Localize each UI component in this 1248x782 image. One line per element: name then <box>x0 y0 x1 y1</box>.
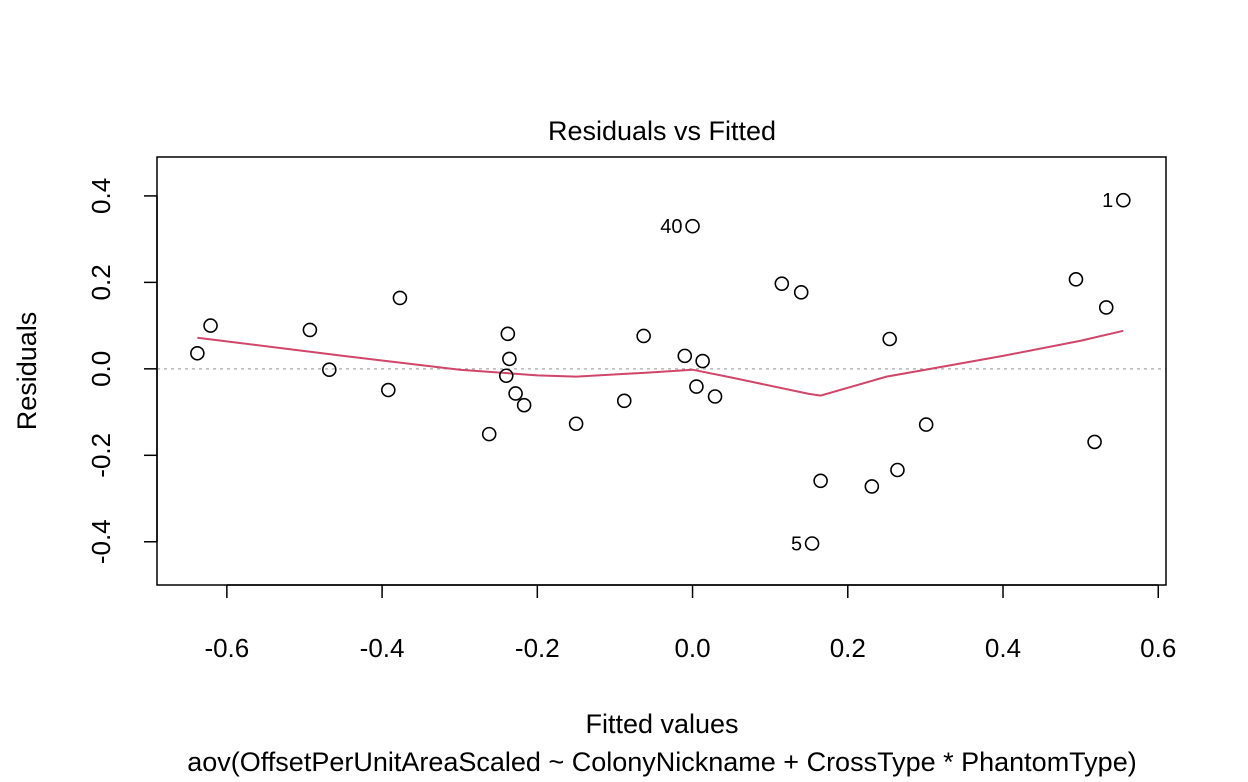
data-point <box>890 462 905 478</box>
chart-subtitle: aov(OffsetPerUnitAreaScaled ~ ColonyNick… <box>187 747 1136 777</box>
data-point <box>302 322 318 338</box>
y-tick-label: -0.2 <box>86 433 116 478</box>
data-point <box>882 331 897 347</box>
chart-title: Residuals vs Fitted <box>548 116 776 146</box>
data-point <box>918 417 934 432</box>
data-point <box>516 397 532 413</box>
x-tick-label: 0.6 <box>1140 633 1176 663</box>
point-label: 1 <box>1102 190 1113 212</box>
data-point <box>636 328 651 344</box>
data-point <box>774 276 790 291</box>
data-point <box>481 426 497 442</box>
x-axis: -0.6 -0.4 -0.2 0.0 0.2 0.4 0.6 <box>204 584 1176 663</box>
data-point <box>1116 192 1131 208</box>
data-point <box>804 536 820 551</box>
data-point <box>685 218 700 234</box>
data-point <box>1098 300 1114 315</box>
data-point <box>508 386 523 401</box>
data-point <box>190 345 205 361</box>
x-tick-label: 0.0 <box>674 633 710 663</box>
data-point <box>498 368 514 384</box>
data-point <box>864 479 880 494</box>
point-label: 5 <box>791 533 802 555</box>
y-tick-label: -0.4 <box>86 519 116 564</box>
data-point <box>380 382 396 398</box>
data-point <box>568 416 584 432</box>
data-point <box>677 348 693 364</box>
data-point <box>500 326 516 342</box>
data-point <box>392 290 408 306</box>
data-point <box>793 285 809 300</box>
data-point <box>203 318 218 333</box>
x-tick-label: -0.6 <box>204 633 249 663</box>
x-tick-label: 0.4 <box>985 633 1021 663</box>
x-tick-label: -0.4 <box>360 633 405 663</box>
data-point <box>502 351 517 367</box>
point-label: 40 <box>660 216 682 238</box>
smooth-trend-line <box>197 329 1124 397</box>
y-axis: -0.4 -0.2 0.0 0.2 0.4 <box>86 178 158 564</box>
x-tick-label: 0.2 <box>830 633 866 663</box>
data-point <box>1068 272 1084 287</box>
data-point <box>1087 434 1102 450</box>
data-point <box>695 353 710 369</box>
data-point <box>689 379 704 394</box>
x-tick-label: -0.2 <box>515 633 560 663</box>
data-point <box>616 393 632 409</box>
y-tick-label: 0.4 <box>86 178 116 214</box>
points-layer: 40 5 1 <box>190 190 1131 555</box>
y-axis-label: Residuals <box>12 312 42 431</box>
data-point <box>813 473 828 489</box>
y-tick-label: 0.0 <box>86 351 116 387</box>
plot-frame <box>156 156 1167 586</box>
data-point <box>322 362 337 378</box>
y-tick-label: 0.2 <box>86 264 116 300</box>
data-point <box>707 389 723 404</box>
x-axis-label: Fitted values <box>585 709 738 739</box>
